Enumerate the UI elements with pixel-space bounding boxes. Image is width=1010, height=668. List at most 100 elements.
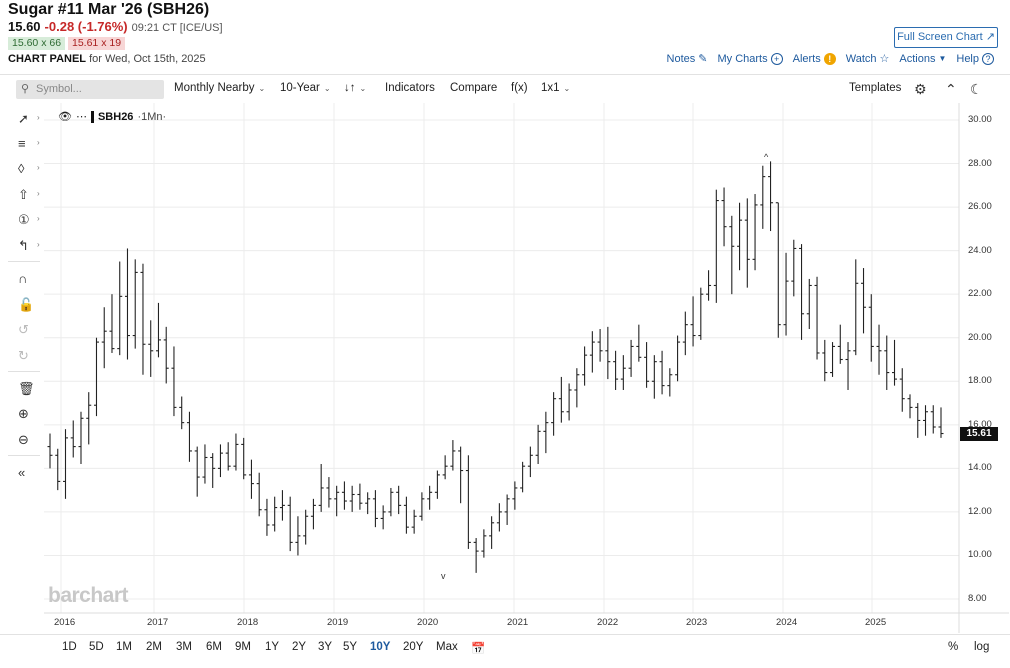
ohlc-bar: [287, 496, 293, 552]
gear-icon[interactable]: ⚙: [914, 81, 927, 97]
redo-icon[interactable]: ↻: [18, 348, 29, 363]
chevron-down-icon: ⌄: [359, 84, 367, 93]
ohlc-bar: [450, 440, 456, 471]
more-icon[interactable]: ⋯: [75, 111, 87, 123]
ohlc-bar: [256, 472, 262, 517]
y-tick-label: 18.00: [968, 375, 992, 387]
collapse-left-icon[interactable]: «: [18, 465, 26, 480]
ohlc-bar: [884, 335, 890, 390]
log-scale-toggle[interactable]: log: [974, 641, 990, 653]
watch-link[interactable]: Watch ☆: [846, 52, 890, 66]
ohlc-bar: [194, 446, 200, 497]
range-dropdown[interactable]: 10-Year ⌄: [280, 82, 331, 94]
layout-dropdown[interactable]: 1x1 ⌄: [541, 82, 570, 94]
last-price-tag: 15.61: [960, 427, 998, 441]
ohlc-bar: [396, 485, 402, 515]
my-charts-link[interactable]: My Charts +: [717, 52, 783, 65]
ohlc-bar: [682, 311, 688, 356]
y-tick-label: 26.00: [968, 201, 992, 213]
range-button-2y[interactable]: 2Y: [292, 641, 307, 653]
ohlc-bar: [582, 346, 588, 386]
ohlc-bar: [923, 405, 929, 436]
help-link[interactable]: Help ?: [956, 52, 994, 65]
range-button-1d[interactable]: 1D: [62, 641, 77, 653]
y-tick-label: 10.00: [968, 549, 992, 561]
ohlc-bar: [473, 538, 479, 573]
range-button-10y[interactable]: 10Y: [370, 641, 391, 653]
range-button-3y[interactable]: 3Y: [318, 641, 333, 653]
ohlc-bar: [861, 268, 867, 334]
magnet-icon[interactable]: ∩: [18, 271, 28, 286]
trash-icon[interactable]: 🗑: [18, 381, 35, 396]
ohlc-bar: [349, 485, 355, 512]
range-button-5y[interactable]: 5Y: [343, 641, 358, 653]
ohlc-bar: [520, 461, 526, 493]
ohlc-bar: [303, 509, 309, 545]
range-button-1y[interactable]: 1Y: [265, 641, 280, 653]
symbol-search-input[interactable]: ⚲ Symbol...: [16, 80, 164, 99]
drawing-toolbar: ➚ › ≡ › ◊ › ⇧ › ① › ↰ › ∩ 🔓 ↺ ↻ 🗑 ⊕ ⊖ «: [0, 103, 44, 633]
ohlc-bar: [613, 350, 619, 390]
symbol-placeholder: Symbol...: [36, 83, 82, 95]
last-price: 15.60: [8, 19, 41, 34]
range-button-20y[interactable]: 20Y: [403, 641, 424, 653]
ohlc-bar: [667, 368, 673, 397]
ohlc-bars: [47, 161, 944, 573]
ohlc-bar: [78, 411, 84, 465]
measure-tool-icon[interactable]: ↰ ›: [18, 238, 40, 253]
collapse-icon[interactable]: ⌃: [945, 81, 957, 97]
ohlc-bar: [241, 437, 247, 480]
range-button-1m[interactable]: 1M: [116, 641, 132, 653]
actions-menu[interactable]: Actions ▼: [899, 52, 946, 65]
ohlc-bar: [148, 320, 154, 377]
range-button-3m[interactable]: 3M: [176, 641, 192, 653]
notes-link[interactable]: Notes ✎: [666, 52, 708, 66]
period-dropdown[interactable]: Monthly Nearby ⌄: [174, 82, 265, 94]
full-screen-chart-button[interactable]: Full Screen Chart ↗: [894, 27, 998, 48]
range-button-6m[interactable]: 6M: [206, 641, 222, 653]
eye-icon[interactable]: 👁: [58, 111, 72, 123]
ohlc-bar: [442, 455, 448, 480]
chevron-down-icon: ⌄: [258, 84, 266, 93]
shape-tool-icon[interactable]: ◊ ›: [18, 161, 40, 176]
percent-scale-toggle[interactable]: %: [948, 641, 959, 653]
ohlc-bar: [504, 494, 510, 525]
calendar-icon[interactable]: 📅: [471, 643, 486, 655]
ohlc-bar: [496, 503, 502, 532]
trendline-tool-icon[interactable]: ➚ ›: [18, 111, 40, 126]
fibonacci-tool-icon[interactable]: ≡ ›: [18, 136, 40, 151]
x-tick-label: 2019: [327, 617, 349, 628]
top-links: Notes ✎ My Charts + Alerts ! Watch ☆ Act…: [667, 52, 994, 65]
alerts-link[interactable]: Alerts !: [793, 52, 836, 65]
chart-type-dropdown[interactable]: ↓↑ ⌄: [344, 82, 366, 94]
moon-icon[interactable]: ☾: [970, 81, 983, 97]
range-button-max[interactable]: Max: [436, 641, 458, 653]
notes-label: Notes: [666, 52, 696, 65]
range-button-9m[interactable]: 9M: [235, 641, 251, 653]
ohlc-bar: [163, 326, 169, 384]
compare-button[interactable]: Compare: [450, 82, 498, 94]
price-chart[interactable]: ^ v: [44, 103, 1009, 633]
indicators-button[interactable]: Indicators: [385, 82, 435, 94]
function-button[interactable]: f(x): [511, 82, 528, 94]
lock-icon[interactable]: 🔓: [18, 297, 35, 312]
ohlc-bar: [892, 339, 898, 386]
ohlc-bar: [729, 215, 735, 295]
x-tick-label: 2024: [776, 617, 798, 628]
zoom-in-icon[interactable]: ⊕: [18, 406, 29, 421]
undo-icon[interactable]: ↺: [18, 322, 29, 337]
panel-date: for Wed, Oct 15th, 2025: [89, 53, 206, 65]
zoom-out-icon[interactable]: ⊖: [18, 432, 29, 447]
ohlc-bar: [179, 396, 185, 430]
range-button-5d[interactable]: 5D: [89, 641, 104, 653]
range-button-2m[interactable]: 2M: [146, 641, 162, 653]
ohlc-bar: [566, 383, 572, 421]
ohlc-bar: [690, 296, 696, 347]
barchart-logo: barchart: [48, 584, 129, 607]
ohlc-bar: [527, 446, 533, 478]
annotation-tool-icon[interactable]: ① ›: [18, 212, 40, 227]
x-tick-label: 2022: [597, 617, 619, 628]
ohlc-bar: [644, 342, 650, 388]
templates-button[interactable]: Templates: [849, 82, 902, 94]
arrow-up-tool-icon[interactable]: ⇧ ›: [18, 187, 40, 202]
